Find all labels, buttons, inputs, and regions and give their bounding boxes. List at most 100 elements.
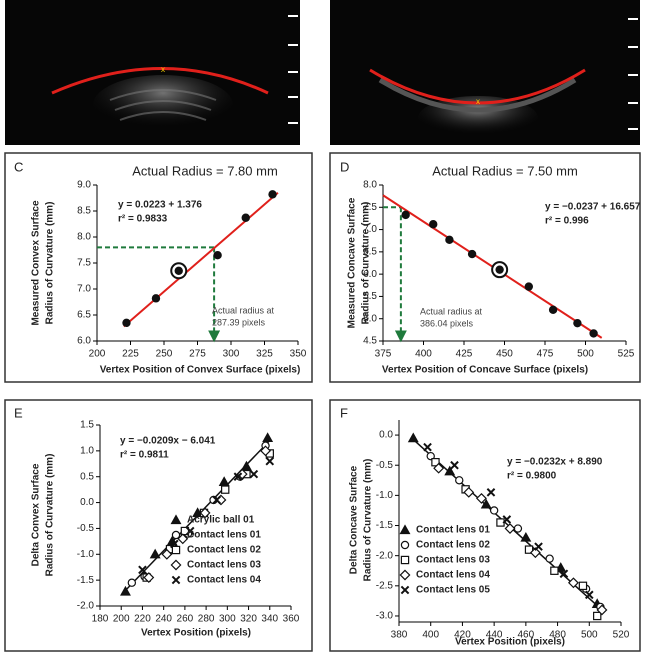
fitted-arc [369,68,586,105]
data-point [401,210,410,220]
data-point [265,456,275,466]
panel-frame [329,152,641,383]
panel-letter: C [14,159,23,174]
data-point [213,250,222,260]
x-axis-title: Vertex Position (pixels) [455,637,565,648]
x-tick-label: 500 [581,630,598,641]
data-point [218,476,230,486]
data-point [463,486,475,498]
y-axis-title: Radius of Curvature (mm) [363,459,374,582]
legend-label: Acrylic ball 01 [187,515,255,526]
legend-label: Contact lens 03 [187,560,261,571]
x-tick-label: 225 [122,349,139,360]
data-point [502,515,512,524]
y-tick-label: -2.0 [376,550,394,561]
y-axis-title: Measured Concave Surface [347,197,358,328]
x-tick-label: 325 [256,349,273,360]
legend-label: Contact lens 05 [416,585,490,596]
y-tick-label: 8.0 [363,180,377,191]
y-tick-label: 6.0 [77,336,91,347]
x-tick-label: 475 [537,349,554,360]
y-tick-label: 0.5 [80,471,94,482]
equation: r² = 0.9800 [507,471,557,482]
data-point [120,585,131,596]
image-texture [109,89,217,121]
oct-image-convex: x [5,0,300,145]
y-tick-label: -3.0 [376,611,394,622]
data-point [151,294,161,303]
y-tick-label: -2.0 [77,601,95,612]
data-point [212,495,222,505]
data-point [161,548,173,560]
legend-label: Contact lens 01 [416,525,490,536]
data-point [249,469,259,479]
x-axis-title: Vertex Position of Concave Surface (pixe… [382,365,588,376]
x-tick-label: 500 [577,349,594,360]
y-tick-label: -1.0 [77,549,95,560]
legend-label: Contact lens 01 [187,530,261,541]
data-point [520,531,532,542]
data-point [199,507,211,519]
chart-title: Actual Radius = 7.80 mm [132,163,278,178]
y-tick-label: 8.0 [77,232,91,243]
y-axis-title: Radius of Curvature (mm) [361,202,372,325]
reference-label: Actual radius at [420,306,483,316]
y-axis-title: Radius of Curvature (mm) [45,454,56,577]
data-point [467,249,477,259]
data-point [445,235,454,245]
x-tick-label: 340 [261,614,278,625]
scale-ticks [288,15,298,124]
reference-label: 287.39 pixels [212,317,266,327]
legend-marker [399,524,411,535]
x-tick-label: 350 [290,349,307,360]
data-point [174,266,183,275]
data-point [504,523,516,534]
data-point [262,432,274,443]
data-point [143,572,155,584]
fit-line [123,192,279,328]
equation: y = −0.0237 + 16.657 [545,202,641,213]
data-point [455,476,464,485]
y-axis-title: Delta Convex Surface [31,463,42,566]
x-tick-label: 300 [223,349,240,360]
panel-letter: F [340,405,348,420]
data-point [149,548,161,559]
y-tick-label: 7.0 [363,224,377,235]
equation: r² = 0.996 [545,216,589,227]
x-tick-label: 525 [618,349,635,360]
y-tick-label: 6.0 [363,269,377,280]
data-point [260,445,271,457]
x-tick-label: 400 [422,630,439,641]
data-point [431,458,440,467]
data-point [450,460,459,470]
data-point [529,547,541,559]
y-tick-label: 7.0 [77,284,91,295]
data-point [444,465,456,476]
data-point [573,318,582,328]
y-axis-title: Measured Convex Surface [31,200,42,325]
data-point [524,545,534,554]
legend-marker [400,540,410,550]
y-tick-label: 6.5 [363,246,377,257]
y-tick-label: 7.5 [363,202,377,213]
x-tick-label: 275 [189,349,206,360]
x-tick-label: 260 [177,614,194,625]
y-tick-label: 7.5 [77,258,91,269]
reference-label: 386.04 pixels [420,318,474,328]
data-point [489,506,499,515]
legend-marker [400,585,410,595]
legend-marker [170,514,182,525]
y-tick-label: 5.0 [363,313,377,324]
x-tick-label: 380 [391,630,408,641]
reference-label: Actual radius at [212,305,275,315]
y-tick-label: 0.0 [379,430,393,441]
y-tick-label: -1.5 [77,575,95,586]
data-point [138,565,147,575]
data-point [122,318,131,327]
data-point [545,554,554,563]
y-tick-label: 4.5 [363,336,377,347]
y-tick-label: 0.0 [80,497,94,508]
panel-frame [4,399,313,652]
legend-label: Contact lens 04 [187,575,261,586]
